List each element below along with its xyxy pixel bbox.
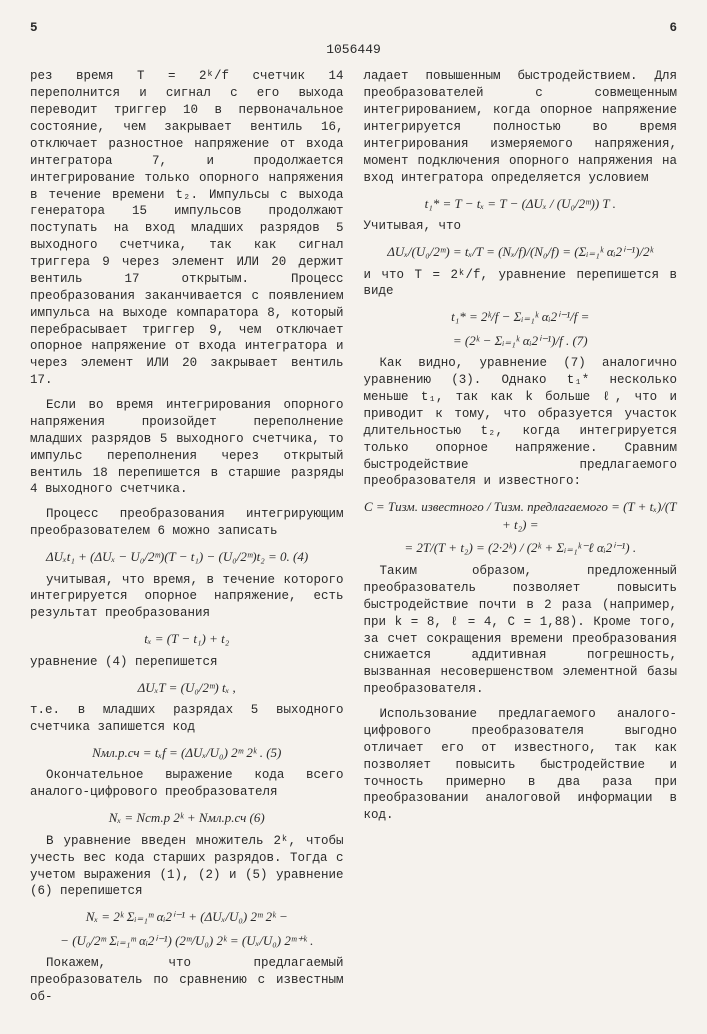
formula-4: ΔUₓt₁ + (ΔUₓ − U₀/2ᵐ)(T − t₁) − (U₀/2ᵐ)t… — [46, 548, 344, 566]
document-number: 1056449 — [30, 41, 677, 59]
left-p7: Окончательное выражение кода всего анало… — [30, 767, 344, 801]
right-p4: Как видно, уравнение (7) аналогично урав… — [364, 355, 678, 490]
page-numbers: 5 6 — [30, 20, 677, 37]
formula-Nx-b: − (U₀/2ᵐ Σᵢ₌₁ᵐ αᵢ2ⁱ⁻¹) (2ᵐ/U₀) 2ᵏ = (Uₓ/… — [30, 932, 344, 950]
formula-5: Nмл.р.сч = tₓf = (ΔUₓ/U₀) 2ᵐ 2ᵏ . (5) — [30, 744, 344, 762]
formula-7b: = (2ᵏ − Σᵢ₌₁ᵏ αᵢ2ⁱ⁻¹)/f . (7) — [364, 332, 678, 350]
left-p2: Если во время интегрирования опорного на… — [30, 397, 344, 498]
right-p6: Использование предлагаемого аналого-цифр… — [364, 706, 678, 824]
left-p4: учитывая, что время, в течение которого … — [30, 572, 344, 623]
right-p5: Таким образом, предложенный преобразоват… — [364, 563, 678, 698]
right-p1: ладает повышенным быстродействием. Для п… — [364, 68, 678, 186]
formula-7a: t₁* = 2ᵏ/f − Σᵢ₌₁ᵏ αᵢ2ⁱ⁻¹/f = — [364, 308, 678, 326]
left-p6: т.е. в младших разрядах 5 выходного счет… — [30, 702, 344, 736]
left-p3: Процесс преобразования интегрирующим пре… — [30, 506, 344, 540]
left-p8: В уравнение введен множитель 2ᵏ, чтобы у… — [30, 833, 344, 901]
formula-ratio: ΔUₓ/(U₀/2ᵐ) = tₓ/T = (Nₓ/f)/(N₀/f) = (Σᵢ… — [364, 243, 678, 261]
right-column: ладает повышенным быстродействием. Для п… — [364, 68, 678, 1014]
left-p5: уравнение (4) перепишется — [30, 654, 344, 671]
formula-Nx-a: Nₓ = 2ᵏ Σᵢ₌₁ᵐ αᵢ2ⁱ⁻¹ + (ΔUₓ/U₀) 2ᵐ 2ᵏ − — [30, 908, 344, 926]
formula-dUxT: ΔUₓT = (U₀/2ᵐ) tₓ , — [30, 679, 344, 697]
left-p1: рез время T = 2ᵏ/f счетчик 14 переполнит… — [30, 68, 344, 389]
right-p2: Учитывая, что — [364, 218, 678, 235]
formula-t1star: t₁* = T − tₓ = T − (ΔUₓ / (U₀/2ᵐ)) T . — [364, 195, 678, 213]
formula-C-b: = 2T/(T + t₂) = (2·2ᵏ) / (2ᵏ + Σᵢ₌₁ᵏ⁻ℓ α… — [364, 539, 678, 557]
right-p3: и что T = 2ᵏ/f, уравнение перепишется в … — [364, 267, 678, 301]
page-right: 6 — [669, 20, 677, 37]
left-column: рез время T = 2ᵏ/f счетчик 14 переполнит… — [30, 68, 344, 1014]
left-p9: Покажем, что предлагаемый преобразовател… — [30, 955, 344, 1006]
page-left: 5 — [30, 20, 38, 37]
formula-tx: tₓ = (T − t₁) + t₂ — [30, 630, 344, 648]
formula-6: Nₓ = Nст.р 2ᵏ + Nмл.р.сч (6) — [30, 809, 344, 827]
formula-C-a: C = Tизм. известного / Tизм. предлагаемо… — [364, 498, 678, 533]
two-column-layout: рез время T = 2ᵏ/f счетчик 14 переполнит… — [30, 68, 677, 1014]
